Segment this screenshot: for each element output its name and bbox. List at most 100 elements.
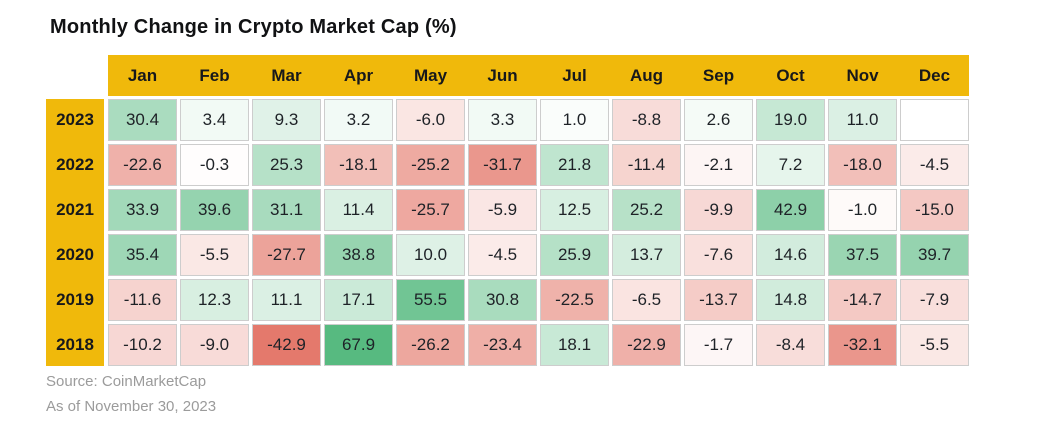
- year-label: 2018: [56, 335, 94, 354]
- month-label: May: [413, 65, 448, 85]
- heatmap-cell: -18.1: [324, 144, 393, 186]
- heatmap-cell: 18.1: [540, 324, 609, 366]
- heatmap-cell: 1.0: [540, 99, 609, 141]
- year-label: 2022: [56, 155, 94, 174]
- heatmap-cell: -11.4: [612, 144, 681, 186]
- month-label: Nov: [846, 65, 879, 85]
- as-of-text: As of November 30, 2023: [46, 398, 217, 415]
- heatmap-cell: -23.4: [468, 324, 537, 366]
- heatmap-cell: 7.2: [756, 144, 825, 186]
- heatmap-cell: -7.6: [684, 234, 753, 276]
- heatmap-cell: 17.1: [324, 279, 393, 321]
- year-label: 2023: [56, 110, 94, 129]
- heatmap-cell: -5.9: [468, 189, 537, 231]
- corner-spacer: [46, 55, 108, 96]
- heatmap-cell: 38.8: [324, 234, 393, 276]
- month-label: Mar: [271, 65, 302, 85]
- heatmap-cell: 3.4: [180, 99, 249, 141]
- heatmap-cell: -11.6: [108, 279, 177, 321]
- year-label: 2020: [56, 245, 94, 264]
- heatmap-grid: 30.4 3.4 9.3 3.2 -6.0 3.3 1.0 -8.8 2.6 19.0 11.0 -2…: [108, 99, 969, 366]
- heatmap-cell: -8.8: [612, 99, 681, 141]
- heatmap-cell: -1.7: [684, 324, 753, 366]
- heatmap-cell: 11.1: [252, 279, 321, 321]
- year-column: 2023 2022 2021 2020 2019 2018: [46, 99, 104, 366]
- heatmap-cell: -26.2: [396, 324, 465, 366]
- heatmap-cell: 33.9: [108, 189, 177, 231]
- heatmap-cell: -6.5: [612, 279, 681, 321]
- heatmap-cell: -32.1: [828, 324, 897, 366]
- heatmap-cell: 31.1: [252, 189, 321, 231]
- heatmap-cell: -5.5: [180, 234, 249, 276]
- source-text: Source: CoinMarketCap: [46, 373, 207, 390]
- header-row: Jan Feb Mar Apr May Jun Jul Aug Sep Oct Nov Dec: [46, 55, 969, 96]
- heatmap-cell: 67.9: [324, 324, 393, 366]
- heatmap-cell: 3.3: [468, 99, 537, 141]
- heatmap-cell: -22.5: [540, 279, 609, 321]
- table-body: 2023 2022 2021 2020 2019 2018 30.4 3.4 9.3 3.2 -6…: [46, 99, 969, 366]
- month-header-row: Jan Feb Mar Apr May Jun Jul Aug Sep Oct Nov Dec: [108, 55, 969, 96]
- heatmap-cell: 2.6: [684, 99, 753, 141]
- heatmap-cell: 13.7: [612, 234, 681, 276]
- month-label: Jan: [127, 65, 158, 85]
- heatmap-cell: -31.7: [468, 144, 537, 186]
- heatmap-cell: -9.9: [684, 189, 753, 231]
- heatmap-table: Jan Feb Mar Apr May Jun Jul Aug Sep Oct Nov Dec 202…: [46, 55, 969, 366]
- heatmap-cell: -2.1: [684, 144, 753, 186]
- heatmap-cell: 30.8: [468, 279, 537, 321]
- heatmap-cell: 25.2: [612, 189, 681, 231]
- heatmap-cell: 35.4: [108, 234, 177, 276]
- heatmap-cell: -25.2: [396, 144, 465, 186]
- heatmap-cell: 37.5: [828, 234, 897, 276]
- footer: Source: CoinMarketCap As of November 30,…: [46, 369, 216, 419]
- heatmap-cell: 11.4: [324, 189, 393, 231]
- heatmap-cell: 10.0: [396, 234, 465, 276]
- heatmap-cell: 30.4: [108, 99, 177, 141]
- heatmap-cell: 12.3: [180, 279, 249, 321]
- month-label: Jun: [487, 65, 518, 85]
- heatmap-cell: -22.9: [612, 324, 681, 366]
- heatmap-cell: 42.9: [756, 189, 825, 231]
- heatmap-cell: 25.3: [252, 144, 321, 186]
- heatmap-cell: 9.3: [252, 99, 321, 141]
- heatmap-cell: 19.0: [756, 99, 825, 141]
- month-label: Dec: [918, 65, 951, 85]
- month-label: Feb: [199, 65, 230, 85]
- heatmap-cell: -14.7: [828, 279, 897, 321]
- heatmap-cell: -18.0: [828, 144, 897, 186]
- heatmap-cell: 55.5: [396, 279, 465, 321]
- heatmap-cell: -7.9: [900, 279, 969, 321]
- heatmap-cell: -1.0: [828, 189, 897, 231]
- heatmap-cell: 14.6: [756, 234, 825, 276]
- month-label: Sep: [702, 65, 735, 85]
- heatmap-cell: 3.2: [324, 99, 393, 141]
- heatmap-cell: -15.0: [900, 189, 969, 231]
- heatmap-cell: -10.2: [108, 324, 177, 366]
- heatmap-cell: -8.4: [756, 324, 825, 366]
- heatmap-cell: 39.6: [180, 189, 249, 231]
- year-label: 2021: [56, 200, 94, 219]
- heatmap-cell: 21.8: [540, 144, 609, 186]
- heatmap-cell: [900, 99, 969, 141]
- year-label: 2019: [56, 290, 94, 309]
- heatmap-cell: 25.9: [540, 234, 609, 276]
- month-label: Apr: [343, 65, 374, 85]
- heatmap-cell: -0.3: [180, 144, 249, 186]
- heatmap-cell: -5.5: [900, 324, 969, 366]
- heatmap-cell: 11.0: [828, 99, 897, 141]
- heatmap-cell: -4.5: [468, 234, 537, 276]
- heatmap-cell: 39.7: [900, 234, 969, 276]
- month-label: Aug: [629, 65, 664, 85]
- heatmap-cell: -9.0: [180, 324, 249, 366]
- heatmap-cell: 12.5: [540, 189, 609, 231]
- heatmap-cell: -42.9: [252, 324, 321, 366]
- heatmap-cell: -13.7: [684, 279, 753, 321]
- month-label: Jul: [562, 65, 587, 85]
- heatmap-cell: -25.7: [396, 189, 465, 231]
- month-label: Oct: [776, 65, 805, 85]
- heatmap-cell: -4.5: [900, 144, 969, 186]
- heatmap-cell: -22.6: [108, 144, 177, 186]
- heatmap-cell: -6.0: [396, 99, 465, 141]
- chart-title: Monthly Change in Crypto Market Cap (%): [50, 16, 457, 38]
